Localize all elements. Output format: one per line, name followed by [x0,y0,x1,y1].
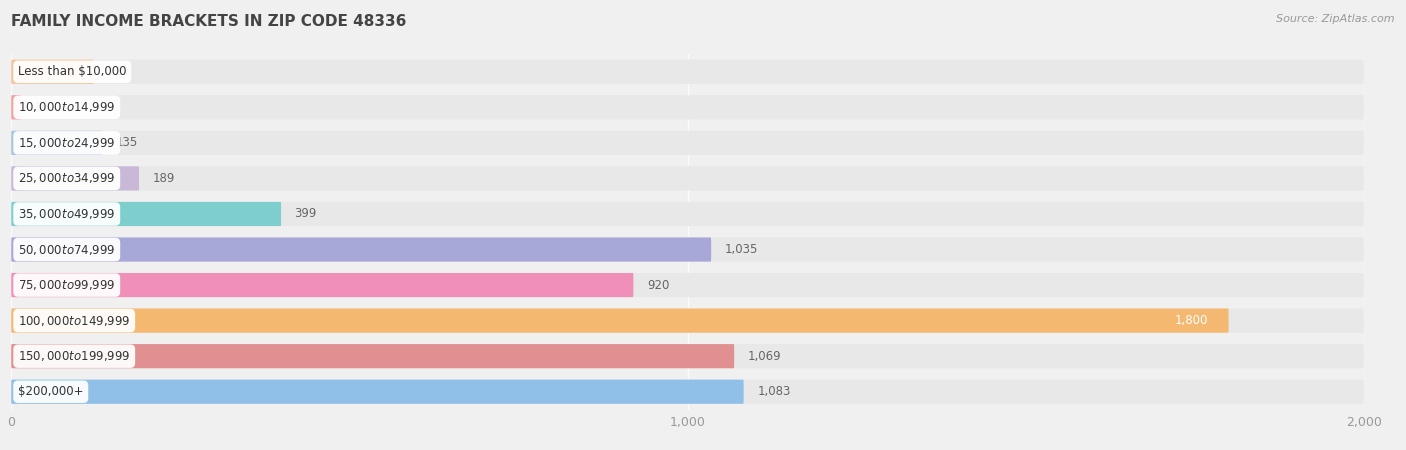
Text: 1,035: 1,035 [724,243,758,256]
Text: 1,800: 1,800 [1175,314,1208,327]
FancyBboxPatch shape [11,309,1229,333]
FancyBboxPatch shape [11,309,1364,333]
FancyBboxPatch shape [11,238,711,261]
FancyBboxPatch shape [11,166,1364,190]
Text: $10,000 to $14,999: $10,000 to $14,999 [18,100,115,114]
Text: 399: 399 [295,207,316,220]
Text: 189: 189 [153,172,174,185]
FancyBboxPatch shape [11,273,1364,297]
FancyBboxPatch shape [11,273,634,297]
Text: 1,069: 1,069 [748,350,782,363]
FancyBboxPatch shape [11,380,744,404]
Text: Source: ZipAtlas.com: Source: ZipAtlas.com [1277,14,1395,23]
Text: 122: 122 [107,65,129,78]
Text: 920: 920 [647,279,669,292]
Text: FAMILY INCOME BRACKETS IN ZIP CODE 48336: FAMILY INCOME BRACKETS IN ZIP CODE 48336 [11,14,406,28]
Text: $15,000 to $24,999: $15,000 to $24,999 [18,136,115,150]
FancyBboxPatch shape [11,60,1364,84]
FancyBboxPatch shape [11,238,1364,261]
FancyBboxPatch shape [11,95,1364,119]
Text: $200,000+: $200,000+ [18,385,83,398]
Text: 135: 135 [117,136,138,149]
FancyBboxPatch shape [11,344,734,368]
FancyBboxPatch shape [11,202,281,226]
Text: $75,000 to $99,999: $75,000 to $99,999 [18,278,115,292]
FancyBboxPatch shape [11,95,21,119]
Text: Less than $10,000: Less than $10,000 [18,65,127,78]
FancyBboxPatch shape [11,380,1364,404]
FancyBboxPatch shape [11,131,103,155]
Text: $50,000 to $74,999: $50,000 to $74,999 [18,243,115,256]
Text: 14: 14 [34,101,49,114]
Text: $100,000 to $149,999: $100,000 to $149,999 [18,314,131,328]
Text: $35,000 to $49,999: $35,000 to $49,999 [18,207,115,221]
FancyBboxPatch shape [11,202,1364,226]
FancyBboxPatch shape [11,344,1364,368]
Text: $25,000 to $34,999: $25,000 to $34,999 [18,171,115,185]
Text: $150,000 to $199,999: $150,000 to $199,999 [18,349,131,363]
FancyBboxPatch shape [11,166,139,190]
Text: 1,083: 1,083 [758,385,790,398]
FancyBboxPatch shape [11,60,94,84]
FancyBboxPatch shape [11,131,1364,155]
